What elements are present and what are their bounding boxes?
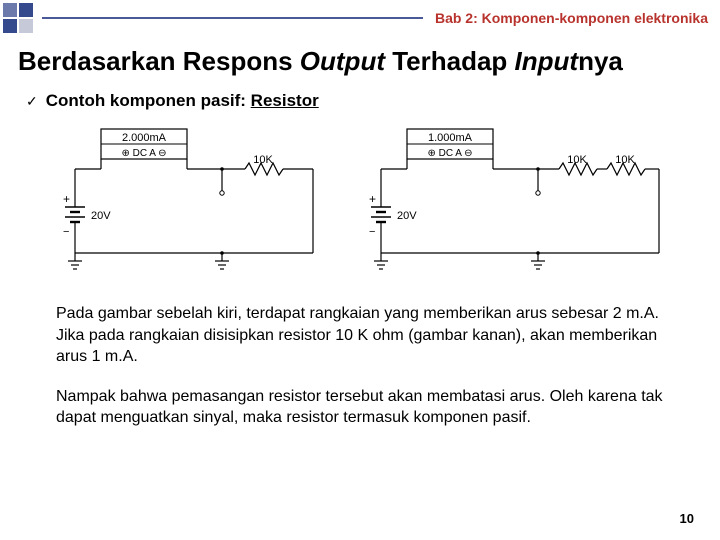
paragraph-1: Pada gambar sebelah kiri, terdapat rangk… xyxy=(56,303,684,368)
battery-plus-left: + xyxy=(63,192,70,206)
battery-plus-right: + xyxy=(369,192,376,206)
page-number: 10 xyxy=(680,511,694,526)
bullet-lead: Contoh komponen pasif xyxy=(46,91,241,110)
circuit-right: 1.000mA ⊕ DC A ⊖ 10K 10K + − 20V xyxy=(353,123,673,283)
voltage-right: 20V xyxy=(397,210,417,222)
voltage-left: 20V xyxy=(91,210,111,222)
header-bar: Bab 2: Komponen-komponen elektronika xyxy=(0,0,720,36)
ammeter-sublabel-left: ⊕ DC A ⊖ xyxy=(121,148,166,159)
battery-minus-left: − xyxy=(63,226,69,238)
bullet-text: Contoh komponen pasif: Resistor xyxy=(46,91,319,111)
paragraph-2: Nampak bahwa pemasangan resistor tersebu… xyxy=(56,386,684,429)
ammeter-reading-right: 1.000mA xyxy=(428,132,473,144)
battery-minus-right: − xyxy=(369,226,375,238)
bullet-sep: : xyxy=(240,91,250,110)
chapter-label: Bab 2: Komponen-komponen elektronika xyxy=(435,10,708,26)
resistor-label-left: 10K xyxy=(253,154,273,166)
ammeter-sublabel-right: ⊕ DC A ⊖ xyxy=(427,148,472,159)
title-seg-5: nya xyxy=(578,46,623,76)
title-seg-2: Output xyxy=(300,46,385,76)
resistor1-label-right: 10K xyxy=(567,154,587,166)
circuit-diagrams: 2.000mA ⊕ DC A ⊖ 10K + − 20V xyxy=(0,123,720,283)
page-title: Berdasarkan Respons Output Terhadap Inpu… xyxy=(18,46,720,77)
title-seg-4: Input xyxy=(515,46,579,76)
title-seg-3: Terhadap xyxy=(385,46,515,76)
bullet-item: ✓ Contoh komponen pasif: Resistor xyxy=(26,91,720,111)
ammeter-reading-left: 2.000mA xyxy=(122,132,167,144)
bullet-link: Resistor xyxy=(251,91,319,110)
resistor2-label-right: 10K xyxy=(615,154,635,166)
title-seg-1: Berdasarkan Respons xyxy=(18,46,300,76)
header-rule xyxy=(42,17,423,19)
logo-icon xyxy=(0,0,36,36)
circuit-left: 2.000mA ⊕ DC A ⊖ 10K + − 20V xyxy=(47,123,337,283)
check-icon: ✓ xyxy=(26,93,38,110)
